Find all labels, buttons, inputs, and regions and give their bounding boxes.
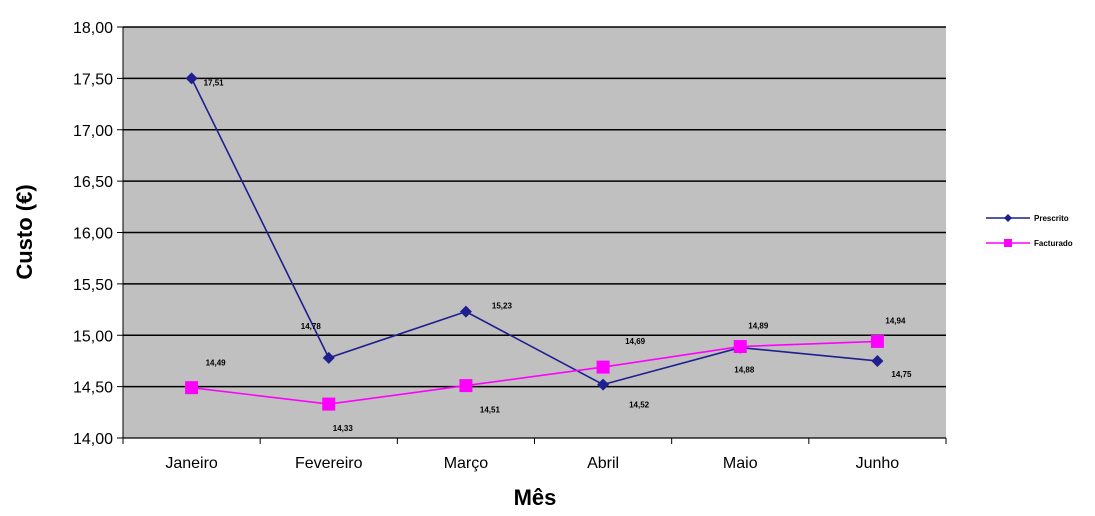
legend: Prescrito Facturado [986,214,1073,248]
y-tick-label: 18,00 [73,20,113,37]
y-tick-labels: 14,00 14,50 15,00 15,50 16,00 16,50 17,00 17,50… [73,20,113,448]
legend-marker [1004,214,1012,222]
data-point [459,379,473,393]
data-label: 14,51 [480,406,501,415]
data-point [596,360,610,374]
data-label: 14,89 [748,322,769,331]
x-tick-label: Junho [856,455,900,472]
data-label: 14,88 [734,366,755,375]
series-group [185,72,884,411]
x-tick-label: Janeiro [165,455,218,472]
y-tick-label: 16,50 [73,174,113,191]
x-tick-label: Março [444,455,489,472]
x-tick-label: Maio [723,455,758,472]
data-label: 15,23 [492,302,513,311]
data-point [871,354,884,367]
y-tick-label: 15,00 [73,328,113,345]
data-label: 14,94 [885,316,906,325]
data-point [459,305,472,318]
y-tick-label: 14,00 [73,431,113,448]
data-point [733,340,747,354]
legend-label: Prescrito [1034,214,1069,223]
data-point [185,72,198,85]
x-tick-label: Abril [587,455,619,472]
data-label: 14,75 [891,370,912,379]
data-point [185,381,199,395]
data-label: 14,52 [629,401,650,410]
data-label: 14,49 [206,359,227,368]
data-label: 14,33 [333,424,354,433]
data-point [322,397,336,411]
legend-label: Facturado [1034,239,1073,248]
data-label: 14,69 [625,337,646,346]
y-tick-label: 14,50 [73,380,113,397]
y-tick-label: 15,50 [73,277,113,294]
y-tick-label: 16,00 [73,226,113,243]
series-line-facturado [191,340,878,405]
data-point [870,334,884,348]
data-labels: 17,51 14,78 15,23 14,52 14,88 14,75 14,49 14,33… [204,78,912,433]
data-label: 17,51 [204,78,225,87]
data-label: 14,78 [301,322,322,331]
data-point [597,378,610,391]
x-tick-label: Fevereiro [295,455,363,472]
y-tick-label: 17,00 [73,123,113,140]
series-line-prescrito [190,78,878,386]
legend-marker [1004,239,1012,247]
axes [117,26,947,444]
y-axis-title: Custo (€) [12,184,37,279]
gridlines [123,26,946,388]
data-point [322,351,335,364]
y-tick-label: 17,50 [73,71,113,88]
x-tick-labels: Janeiro Fevereiro Março Abril Maio Junho [165,455,899,472]
x-axis-title: Mês [514,485,557,510]
